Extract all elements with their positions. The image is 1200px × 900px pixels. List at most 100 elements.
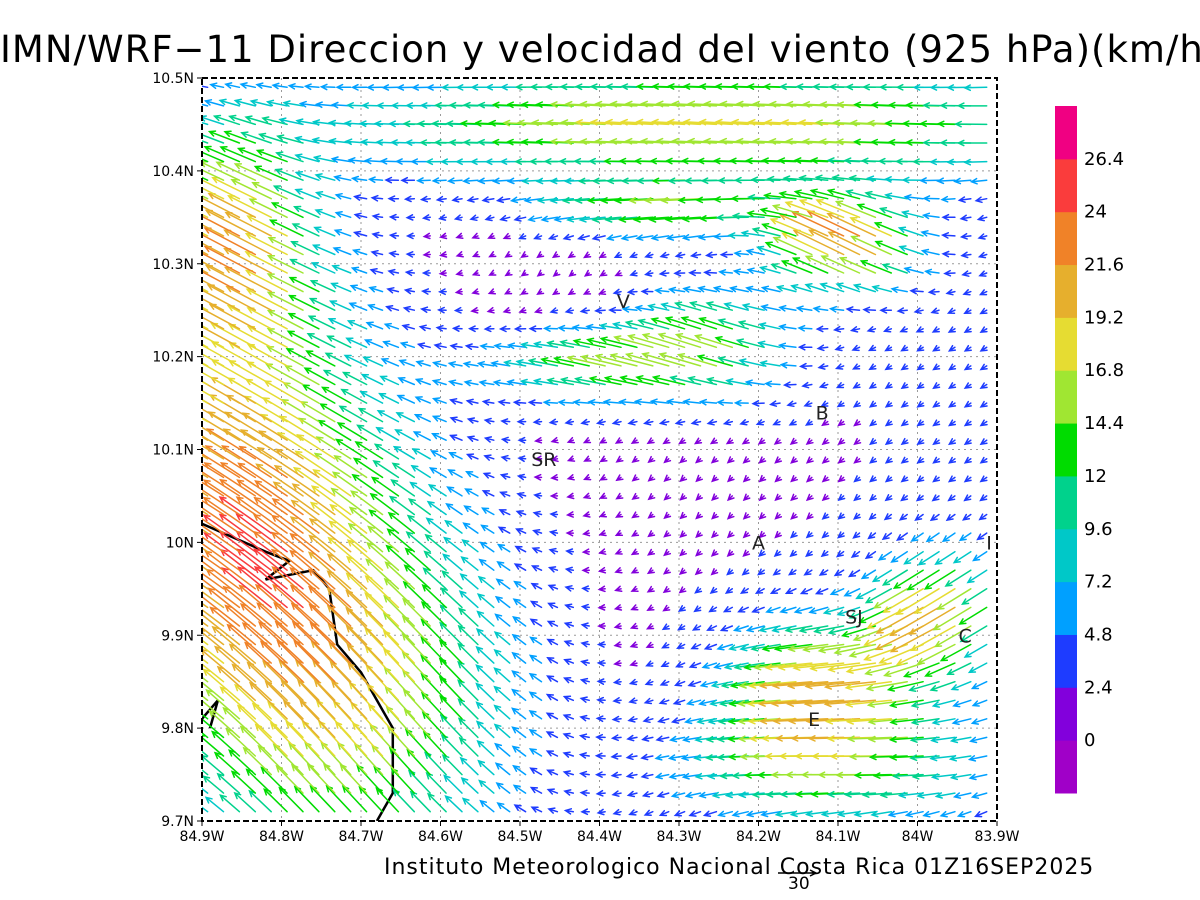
wind-vector bbox=[449, 434, 463, 441]
wind-vector bbox=[219, 478, 272, 516]
wind-vector bbox=[718, 269, 734, 276]
wind-vector bbox=[388, 232, 400, 240]
wind-vector bbox=[547, 566, 559, 573]
wind-vector bbox=[777, 342, 797, 350]
colorbar-swatch bbox=[1055, 211, 1077, 266]
wind-vector bbox=[729, 285, 749, 293]
wind-vector bbox=[495, 578, 511, 590]
wind-vector bbox=[790, 512, 798, 520]
wind-vector bbox=[329, 503, 368, 534]
wind-vector bbox=[635, 234, 654, 241]
wind-vector bbox=[726, 549, 735, 557]
wind-vector bbox=[202, 806, 209, 813]
wind-vector bbox=[786, 699, 845, 707]
wind-vector bbox=[259, 413, 304, 441]
wind-vector bbox=[382, 612, 416, 646]
wind-vector bbox=[710, 549, 719, 557]
wind-vector bbox=[347, 522, 384, 553]
wind-vector bbox=[697, 285, 718, 293]
wind-vector bbox=[614, 585, 623, 593]
wind-vector bbox=[546, 377, 575, 386]
wind-vector bbox=[866, 326, 877, 333]
wind-vector bbox=[338, 405, 368, 423]
wind-vector bbox=[598, 492, 608, 499]
wind-vector bbox=[697, 699, 718, 707]
wind-vector bbox=[230, 770, 257, 794]
wind-vector bbox=[401, 651, 431, 683]
wind-vector bbox=[504, 251, 513, 258]
wind-vector bbox=[235, 513, 288, 553]
wind-vector bbox=[528, 728, 543, 739]
wind-vector bbox=[364, 592, 400, 627]
wind-vector bbox=[532, 418, 543, 426]
wind-vector bbox=[203, 532, 257, 571]
wind-vector bbox=[815, 198, 861, 219]
wind-vector bbox=[493, 667, 511, 683]
wind-vector bbox=[635, 118, 686, 126]
wind-vector bbox=[705, 301, 734, 311]
wind-vector bbox=[913, 588, 956, 614]
wind-vector bbox=[496, 543, 511, 553]
wind-vector bbox=[202, 731, 209, 739]
wind-vector bbox=[694, 735, 718, 743]
wind-vector bbox=[276, 134, 304, 144]
wind-vector bbox=[274, 168, 304, 181]
wind-vector bbox=[476, 739, 495, 757]
wind-vector bbox=[346, 319, 368, 330]
wind-vector bbox=[443, 774, 463, 794]
wind-vector bbox=[223, 130, 257, 144]
wind-vector bbox=[922, 810, 940, 818]
wind-vector bbox=[308, 534, 352, 571]
wind-vector bbox=[801, 381, 813, 389]
wind-vector bbox=[458, 590, 479, 609]
wind-vector bbox=[222, 706, 257, 739]
wind-vector bbox=[545, 712, 559, 720]
wind-vector bbox=[869, 437, 878, 446]
wind-vector bbox=[654, 287, 670, 295]
wind-vector bbox=[773, 437, 782, 445]
wind-vector bbox=[562, 714, 575, 721]
wind-vector bbox=[599, 197, 638, 204]
wind-vector bbox=[864, 550, 877, 560]
wind-vector bbox=[202, 578, 241, 609]
wind-vector bbox=[959, 214, 972, 222]
wind-vector bbox=[838, 256, 877, 274]
wind-vector bbox=[365, 558, 400, 590]
wind-vector bbox=[449, 416, 463, 423]
wind-vector bbox=[892, 772, 924, 780]
wind-vector bbox=[440, 587, 463, 609]
wind-vector bbox=[739, 587, 749, 595]
wind-vector bbox=[330, 156, 352, 163]
wind-vector bbox=[969, 177, 988, 185]
wind-vector bbox=[563, 789, 575, 796]
x-tick-label: 84.2W bbox=[736, 829, 781, 845]
wind-vector bbox=[493, 704, 511, 720]
wind-vector bbox=[487, 232, 496, 240]
wind-vector bbox=[695, 530, 703, 539]
wind-vector bbox=[789, 810, 813, 818]
wind-vector bbox=[483, 436, 495, 443]
wind-vector bbox=[859, 259, 893, 274]
wind-vector bbox=[737, 606, 749, 613]
wind-vector bbox=[442, 553, 463, 571]
wind-vector bbox=[202, 215, 241, 237]
wind-vector bbox=[884, 437, 893, 446]
wind-vector bbox=[431, 397, 447, 404]
wind-vector bbox=[566, 492, 575, 500]
wind-vector bbox=[211, 625, 257, 664]
wind-vector bbox=[266, 309, 304, 330]
wind-vector bbox=[311, 244, 336, 256]
wind-vector bbox=[821, 437, 830, 446]
wind-vector bbox=[712, 196, 749, 203]
wind-vector bbox=[444, 795, 463, 813]
wind-vector bbox=[851, 363, 861, 370]
wind-vector bbox=[202, 233, 241, 256]
city-label: A bbox=[752, 532, 765, 554]
wind-vector bbox=[202, 140, 209, 144]
wind-vector bbox=[730, 118, 781, 126]
wind-vector bbox=[948, 456, 957, 464]
wind-vector bbox=[836, 606, 861, 617]
wind-vector bbox=[851, 344, 861, 352]
wind-vector bbox=[481, 490, 495, 497]
